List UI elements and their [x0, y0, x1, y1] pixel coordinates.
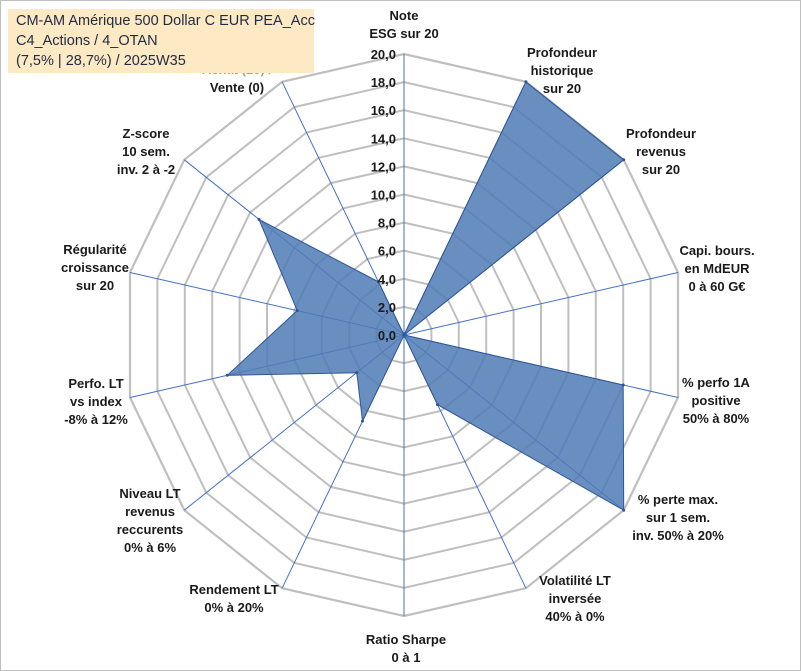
- title-stats: (7,5% | 28,7%) / 2025W35: [16, 53, 186, 69]
- radial-tick-label: 18,0: [371, 75, 396, 90]
- axis-label-line: -8% à 12%: [64, 412, 128, 427]
- series-point: [295, 309, 299, 313]
- axis-label-line: % perfo 1A: [682, 375, 751, 390]
- radial-tick-label: 0,0: [378, 328, 396, 343]
- tick-layer: 0,0 2,0 4,0 6,0 8,0 10,0 12,0 14,0 16,0 18,0 20,0: [371, 47, 396, 343]
- axis-label: Régularité croissance sur 20: [61, 242, 129, 293]
- axis-label-line: croissance: [61, 260, 129, 275]
- series-point: [524, 80, 528, 84]
- axis-label-line: inv. 2 à -2: [117, 162, 175, 177]
- axis-label-line: Niveau LT: [119, 486, 180, 501]
- axis-spoke: [403, 272, 679, 336]
- axis-label-line: Note: [390, 8, 419, 23]
- series-point: [402, 333, 406, 337]
- series-area: [225, 81, 625, 512]
- title-fund-name: CM-AM Amérique 500 Dollar C EUR PEA_Acc: [16, 13, 315, 29]
- series-point: [621, 383, 625, 387]
- axis-label-line: Z-score: [123, 126, 170, 141]
- axis-label-line: sur 20: [76, 278, 114, 293]
- series-point: [355, 371, 359, 375]
- axis-label-line: Vente (0): [210, 80, 264, 95]
- axis-label: Profondeur revenus sur 20: [626, 126, 696, 177]
- axis-label-line: Perfo. LT: [68, 376, 123, 391]
- chart-title-box: CM-AM Amérique 500 Dollar C EUR PEA_Acc …: [8, 9, 315, 73]
- axis-label: Rendement LT 0% à 20%: [189, 582, 278, 615]
- radial-tick-label: 4,0: [378, 272, 396, 287]
- radial-tick-label: 14,0: [371, 131, 396, 146]
- axis-label-line: Volatilité LT: [539, 573, 611, 588]
- radial-tick-label: 2,0: [378, 300, 396, 315]
- axis-label: Ratio Sharpe 0 à 1: [366, 632, 446, 665]
- axis-label-line: reccurents: [117, 522, 183, 537]
- label-layer: Note ESG sur 20 Profondeur historique sur 20…: [61, 8, 755, 665]
- axis-label-line: revenus: [636, 144, 686, 159]
- axis-label-line: % perte max.: [638, 492, 718, 507]
- series-point: [622, 158, 626, 162]
- axis-label-line: inversée: [549, 591, 602, 606]
- axis-label-line: sur 1 sem.: [646, 510, 710, 525]
- axis-label-line: 0% à 20%: [204, 600, 264, 615]
- axis-label-line: Rendement LT: [189, 582, 278, 597]
- axis-label: Volatilité LT inversée 40% à 0%: [539, 573, 611, 624]
- radial-tick-label: 8,0: [378, 216, 396, 231]
- axis-label-line: Profondeur: [527, 45, 597, 60]
- axis-label-line: revenus: [125, 504, 175, 519]
- axis-label-line: Régularité: [63, 242, 127, 257]
- axis-label-line: 40% à 0%: [545, 609, 605, 624]
- axis-label-line: Ratio Sharpe: [366, 632, 446, 647]
- series-point: [225, 373, 229, 377]
- axis-label-line: vs index: [70, 394, 123, 409]
- axis-label-line: sur 20: [642, 162, 680, 177]
- axis-label: Z-score 10 sem. inv. 2 à -2: [117, 126, 175, 177]
- radial-tick-label: 12,0: [371, 159, 396, 174]
- axis-label-line: sur 20: [543, 81, 581, 96]
- axis-label-line: 10 sem.: [122, 144, 170, 159]
- series-layer: [225, 80, 626, 512]
- radial-tick-label: 6,0: [378, 244, 396, 259]
- axis-label-line: historique: [531, 63, 594, 78]
- axis-label: Niveau LT revenus reccurents 0% à 6%: [117, 486, 183, 555]
- axis-label-line: positive: [691, 393, 740, 408]
- axis-label: Perfo. LT vs index -8% à 12%: [64, 376, 128, 427]
- axis-label-line: inv. 50% à 20%: [632, 528, 724, 543]
- axis-label-line: 0 à 60 G€: [688, 279, 745, 294]
- series-point: [257, 217, 261, 221]
- axis-label-line: 0% à 6%: [124, 540, 176, 555]
- axis-label-line: ESG sur 20: [369, 26, 438, 41]
- axis-label-line: Profondeur: [626, 126, 696, 141]
- axis-label: Capi. bours. en MdEUR 0 à 60 G€: [679, 243, 754, 294]
- axis-label-line: 0 à 1: [392, 650, 421, 665]
- axis-label: Profondeur historique sur 20: [527, 45, 597, 96]
- axis-label-line: 50% à 80%: [683, 411, 750, 426]
- axis-label: % perte max. sur 1 sem. inv. 50% à 20%: [632, 492, 724, 543]
- axis-label: % perfo 1A positive 50% à 80%: [682, 375, 751, 426]
- series-point: [361, 419, 364, 423]
- series-point: [376, 280, 380, 284]
- axis-label: Note ESG sur 20: [369, 8, 438, 41]
- title-category: C4_Actions / 4_OTAN: [16, 33, 158, 49]
- radial-tick-label: 20,0: [371, 47, 396, 62]
- axis-label-line: Capi. bours.: [679, 243, 754, 258]
- radial-tick-label: 10,0: [371, 188, 396, 203]
- radial-tick-label: 16,0: [371, 103, 396, 118]
- series-point: [436, 403, 439, 407]
- series-point: [622, 508, 626, 512]
- axis-label-line: en MdEUR: [685, 261, 751, 276]
